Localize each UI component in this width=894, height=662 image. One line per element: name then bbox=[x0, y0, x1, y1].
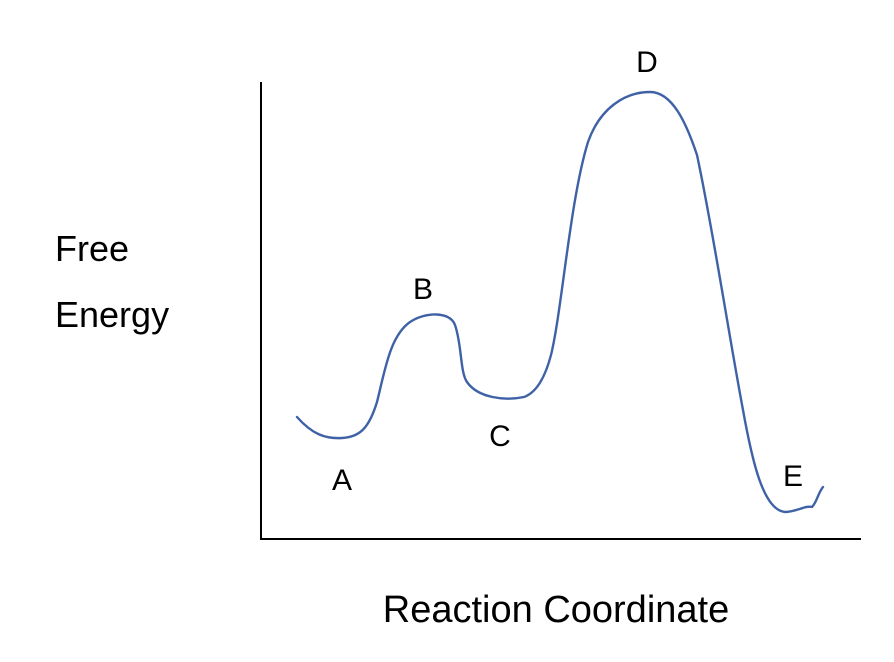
point-label-c: C bbox=[489, 420, 511, 453]
x-axis-label: Reaction Coordinate bbox=[383, 589, 729, 631]
y-axis-label-line-2: Energy bbox=[55, 294, 169, 335]
energy-curve bbox=[295, 90, 825, 514]
y-axis-label-line-1: Free bbox=[55, 228, 129, 269]
point-label-e: E bbox=[783, 460, 803, 493]
point-label-b: B bbox=[413, 273, 433, 306]
point-label-d: D bbox=[636, 46, 658, 79]
point-label-a: A bbox=[332, 464, 352, 497]
